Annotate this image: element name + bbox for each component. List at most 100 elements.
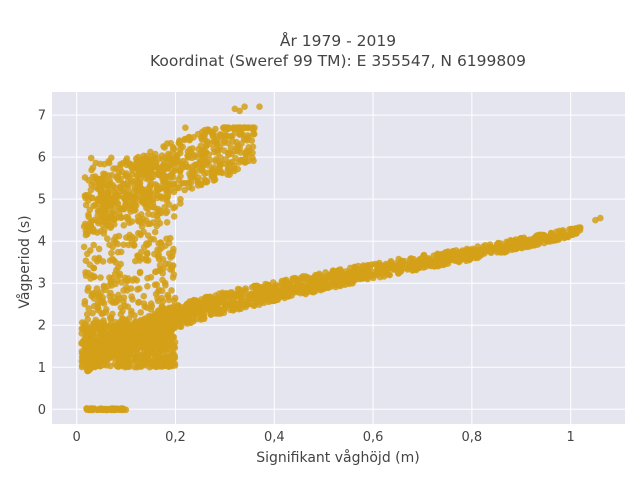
y-tick-label: 0 bbox=[38, 403, 46, 418]
data-point bbox=[107, 323, 114, 331]
data-point bbox=[162, 325, 170, 333]
data-point bbox=[114, 248, 122, 256]
data-point bbox=[120, 241, 127, 248]
data-point bbox=[365, 270, 373, 277]
data-point bbox=[241, 124, 248, 131]
data-point bbox=[114, 338, 122, 345]
data-point bbox=[141, 303, 149, 311]
data-point bbox=[288, 292, 295, 299]
data-point bbox=[113, 362, 120, 370]
data-point bbox=[136, 269, 144, 277]
data-point bbox=[320, 275, 328, 282]
data-point bbox=[300, 275, 308, 282]
data-point bbox=[85, 211, 92, 218]
data-point bbox=[493, 241, 501, 248]
data-point bbox=[560, 228, 567, 236]
data-point bbox=[547, 237, 555, 245]
data-point bbox=[266, 288, 273, 296]
data-point bbox=[534, 241, 542, 248]
data-point bbox=[90, 295, 98, 302]
data-point bbox=[124, 342, 131, 350]
data-point bbox=[120, 294, 128, 301]
data-point bbox=[262, 280, 269, 288]
data-point bbox=[201, 156, 209, 164]
data-point bbox=[154, 207, 161, 214]
data-point bbox=[236, 131, 244, 138]
data-point bbox=[294, 285, 301, 292]
data-point bbox=[156, 172, 164, 179]
data-point bbox=[138, 211, 145, 218]
data-point bbox=[145, 210, 152, 218]
data-point bbox=[111, 270, 119, 278]
data-point bbox=[91, 289, 98, 297]
data-point bbox=[125, 315, 133, 322]
data-point bbox=[226, 171, 233, 178]
data-point bbox=[283, 286, 291, 294]
data-point bbox=[191, 161, 199, 169]
data-point bbox=[251, 285, 259, 292]
data-point bbox=[165, 293, 172, 301]
data-point bbox=[243, 293, 250, 301]
data-point bbox=[163, 208, 171, 215]
data-point bbox=[242, 303, 249, 311]
data-point bbox=[237, 294, 244, 301]
data-point bbox=[151, 310, 159, 318]
data-point bbox=[376, 265, 384, 273]
data-point bbox=[231, 299, 239, 307]
data-point bbox=[128, 336, 135, 343]
data-point bbox=[192, 153, 199, 161]
data-point bbox=[167, 362, 175, 369]
data-point bbox=[144, 172, 151, 180]
data-point bbox=[95, 245, 103, 253]
data-point bbox=[167, 234, 174, 242]
data-point bbox=[179, 309, 186, 316]
data-point bbox=[231, 147, 239, 155]
data-point bbox=[127, 208, 134, 215]
data-point bbox=[89, 164, 97, 171]
data-point bbox=[506, 238, 514, 246]
data-point bbox=[523, 237, 530, 245]
data-point bbox=[162, 306, 170, 313]
data-point bbox=[177, 172, 184, 180]
data-point bbox=[133, 277, 141, 284]
data-point bbox=[188, 185, 196, 192]
data-point bbox=[84, 316, 91, 323]
data-point bbox=[242, 149, 249, 157]
data-point bbox=[87, 405, 95, 412]
data-point bbox=[90, 241, 97, 249]
data-point bbox=[229, 138, 236, 145]
data-point bbox=[84, 228, 91, 235]
data-point bbox=[224, 149, 232, 157]
data-point bbox=[96, 206, 103, 213]
data-point bbox=[152, 181, 159, 188]
data-point bbox=[87, 154, 95, 162]
data-point bbox=[236, 107, 243, 115]
data-point bbox=[120, 287, 127, 294]
data-point bbox=[376, 273, 384, 281]
data-point bbox=[85, 305, 92, 312]
data-point bbox=[127, 285, 135, 292]
data-point bbox=[165, 150, 172, 158]
data-point bbox=[127, 203, 135, 210]
x-tick-label: 0 bbox=[73, 430, 81, 445]
chart-title-line-1: År 1979 - 2019 bbox=[280, 31, 396, 50]
data-point bbox=[493, 249, 501, 256]
data-point bbox=[177, 142, 184, 149]
data-point bbox=[444, 260, 452, 267]
data-point bbox=[111, 216, 118, 223]
data-point bbox=[277, 290, 285, 298]
data-point bbox=[115, 232, 123, 240]
data-point bbox=[171, 294, 179, 302]
data-point bbox=[242, 285, 249, 292]
data-point bbox=[187, 179, 195, 186]
data-point bbox=[85, 269, 92, 277]
data-point bbox=[92, 316, 100, 324]
data-point bbox=[112, 299, 119, 306]
data-point bbox=[181, 186, 188, 194]
data-point bbox=[113, 198, 120, 206]
data-point bbox=[182, 124, 189, 131]
data-point bbox=[94, 302, 102, 309]
data-point bbox=[164, 180, 171, 188]
data-point bbox=[137, 318, 145, 325]
